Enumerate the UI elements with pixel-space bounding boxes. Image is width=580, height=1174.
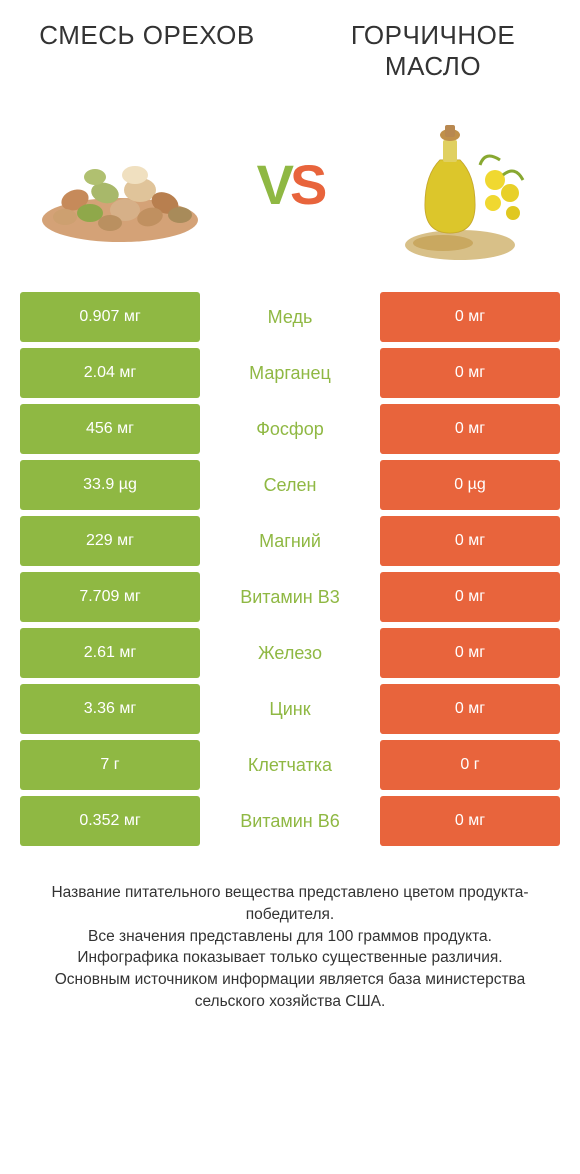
table-row: 33.9 µgСелен0 µg [20, 460, 560, 510]
nutrient-label: Магний [200, 516, 380, 566]
left-value: 456 мг [20, 404, 200, 454]
images-row: VS [0, 92, 580, 292]
left-value: 0.907 мг [20, 292, 200, 342]
right-value: 0 мг [380, 572, 560, 622]
table-row: 7 гКлетчатка0 г [20, 740, 560, 790]
right-value: 0 г [380, 740, 560, 790]
left-value: 2.61 мг [20, 628, 200, 678]
oil-image [370, 110, 550, 260]
right-value: 0 µg [380, 460, 560, 510]
header: СМЕСЬ ОРЕХОВ ГОРЧИЧНОЕ МАСЛО [0, 0, 580, 92]
left-value: 7 г [20, 740, 200, 790]
table-row: 2.61 мгЖелезо0 мг [20, 628, 560, 678]
left-title: СМЕСЬ ОРЕХОВ [30, 20, 264, 51]
right-value: 0 мг [380, 796, 560, 846]
right-value: 0 мг [380, 516, 560, 566]
right-value: 0 мг [380, 628, 560, 678]
table-row: 0.907 мгМедь0 мг [20, 292, 560, 342]
nutrient-label: Витамин B3 [200, 572, 380, 622]
footer-notes: Название питательного вещества представл… [0, 852, 580, 1012]
nutrient-label: Железо [200, 628, 380, 678]
table-row: 0.352 мгВитамин B60 мг [20, 796, 560, 846]
right-value: 0 мг [380, 684, 560, 734]
left-value: 229 мг [20, 516, 200, 566]
oil-icon [385, 105, 535, 265]
right-value: 0 мг [380, 404, 560, 454]
right-value: 0 мг [380, 348, 560, 398]
left-value: 2.04 мг [20, 348, 200, 398]
nutrient-label: Марганец [200, 348, 380, 398]
table-row: 7.709 мгВитамин B30 мг [20, 572, 560, 622]
nutrient-label: Медь [200, 292, 380, 342]
nutrient-label: Фосфор [200, 404, 380, 454]
footer-line-4: Основным источником информации является … [25, 969, 555, 1012]
nutrient-label: Цинк [200, 684, 380, 734]
left-value: 7.709 мг [20, 572, 200, 622]
right-value: 0 мг [380, 292, 560, 342]
table-row: 2.04 мгМарганец0 мг [20, 348, 560, 398]
nuts-icon [35, 125, 205, 245]
comparison-table: 0.907 мгМедь0 мг2.04 мгМарганец0 мг456 м… [0, 292, 580, 846]
nutrient-label: Селен [200, 460, 380, 510]
footer-line-2: Все значения представлены для 100 граммо… [25, 926, 555, 948]
table-row: 456 мгФосфор0 мг [20, 404, 560, 454]
footer-line-1: Название питательного вещества представл… [25, 882, 555, 925]
right-title: ГОРЧИЧНОЕ МАСЛО [316, 20, 550, 82]
left-value: 3.36 мг [20, 684, 200, 734]
vs-v: V [257, 153, 290, 216]
vs-s: S [290, 153, 323, 216]
vs-label: VS [257, 152, 324, 217]
nuts-image [30, 110, 210, 260]
table-row: 3.36 мгЦинк0 мг [20, 684, 560, 734]
footer-line-3: Инфографика показывает только существенн… [25, 947, 555, 969]
left-value: 0.352 мг [20, 796, 200, 846]
table-row: 229 мгМагний0 мг [20, 516, 560, 566]
left-value: 33.9 µg [20, 460, 200, 510]
nutrient-label: Клетчатка [200, 740, 380, 790]
nutrient-label: Витамин B6 [200, 796, 380, 846]
